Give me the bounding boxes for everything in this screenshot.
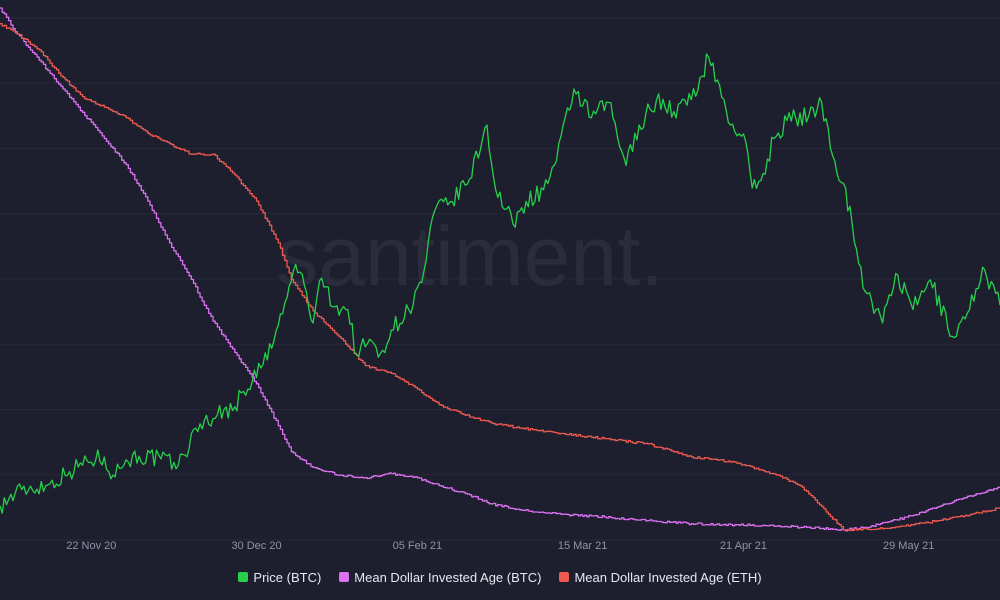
series-line-mean-dollar-invested-age-btc	[0, 7, 1000, 532]
x-tick-label: 05 Feb 21	[393, 540, 443, 552]
gridlines	[0, 17, 1000, 541]
x-axis-ticks: 22 Nov 20 30 Dec 20 05 Feb 21 15 Mar 21 21 A…	[66, 540, 934, 552]
legend-label: Mean Dollar Invested Age (BTC)	[354, 569, 542, 585]
series-line-price-btc	[0, 53, 1000, 514]
legend-item[interactable]: Mean Dollar Invested Age (ETH)	[559, 569, 762, 585]
legend-swatch	[238, 572, 249, 582]
x-tick-label: 15 Mar 21	[558, 540, 608, 552]
x-tick-label: 30 Dec 20	[231, 540, 281, 552]
legend: Price (BTC) Mean Dollar Invested Age (BTC…	[0, 566, 1000, 588]
legend-label: Price (BTC)	[253, 569, 322, 585]
x-tick-label: 21 Apr 21	[720, 540, 767, 552]
legend-swatch	[339, 572, 350, 582]
watermark: santiment.	[276, 209, 664, 303]
legend-label: Mean Dollar Invested Age (ETH)	[574, 569, 762, 585]
series-layer	[0, 7, 1000, 532]
legend-item[interactable]: Mean Dollar Invested Age (BTC)	[339, 570, 541, 585]
series-line-mean-dollar-invested-age-eth	[0, 23, 1000, 532]
legend-swatch	[559, 572, 570, 582]
legend-item[interactable]: Price (BTC)	[238, 570, 321, 585]
x-tick-label: 22 Nov 20	[66, 540, 116, 552]
x-tick-label: 29 May 21	[883, 540, 934, 552]
